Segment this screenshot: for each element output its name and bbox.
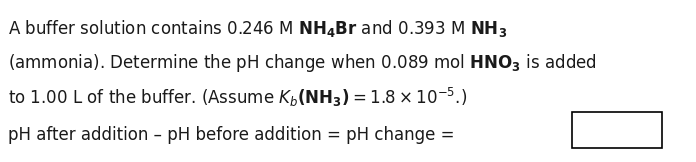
FancyBboxPatch shape xyxy=(572,112,662,148)
Text: A buffer solution contains 0.246 M $\mathbf{NH_4Br}$ and 0.393 M $\mathbf{NH_3}$: A buffer solution contains 0.246 M $\mat… xyxy=(8,18,507,39)
Text: (ammonia). Determine the pH change when 0.089 mol $\mathbf{HNO_3}$ is added: (ammonia). Determine the pH change when … xyxy=(8,52,597,74)
Text: pH after addition – pH before addition = pH change =: pH after addition – pH before addition =… xyxy=(8,126,454,144)
Text: to 1.00 L of the buffer. (Assume $\mathit{K_b}\mathbf{(NH_3)} = 1.8 \times 10^{-: to 1.00 L of the buffer. (Assume $\mathi… xyxy=(8,86,467,109)
